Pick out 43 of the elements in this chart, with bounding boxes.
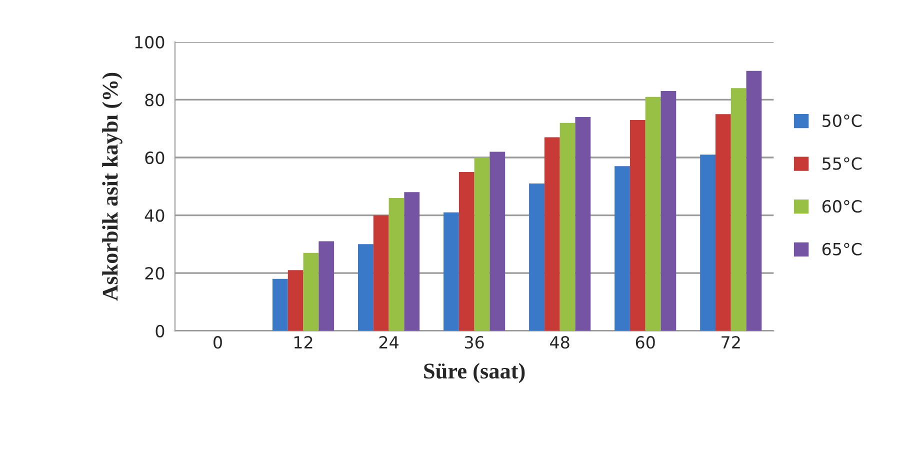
bar (715, 114, 731, 331)
x-tick-label: 36 (464, 336, 484, 349)
bar (575, 117, 591, 331)
x-tick-label: 0 (214, 336, 222, 349)
bar (458, 172, 474, 331)
bar (490, 152, 506, 331)
y-tick-label: 40 (144, 209, 164, 222)
bar (730, 88, 746, 331)
bar (560, 122, 576, 331)
bar (746, 70, 762, 331)
bar (388, 198, 404, 331)
legend-label: 55°C (822, 157, 862, 170)
bar (700, 154, 716, 331)
bar (288, 270, 304, 331)
x-tick-label: 72 (722, 336, 740, 348)
y-axis-title: Askorbik asit kaybı (%) (102, 72, 122, 301)
bar (404, 192, 420, 331)
bar (630, 120, 646, 331)
y-tick-label: 60 (145, 151, 164, 164)
bar (660, 91, 676, 331)
bar (444, 212, 459, 331)
x-tick-label: 24 (379, 336, 398, 348)
bar (358, 244, 374, 331)
bar (614, 166, 630, 331)
y-tick-label: 100 (135, 36, 164, 49)
x-tick-label: 60 (636, 336, 655, 349)
x-tick-label: 48 (550, 336, 570, 349)
bar (544, 137, 560, 331)
bar (318, 241, 334, 331)
legend-label: 60°C (822, 200, 862, 213)
bar (303, 252, 319, 331)
x-tick-label: 12 (294, 336, 312, 348)
bar (474, 158, 490, 331)
legend-label: 50°C (822, 114, 862, 128)
x-axis-title: Süre (saat) (424, 362, 525, 384)
bar (645, 96, 661, 331)
bar (272, 278, 288, 331)
y-tick-label: 0 (156, 324, 164, 338)
legend-label: 65°C (822, 242, 862, 256)
y-tick-label: 20 (145, 267, 164, 280)
y-tick-label: 80 (145, 94, 164, 106)
bar (373, 215, 389, 331)
bar (529, 184, 544, 331)
